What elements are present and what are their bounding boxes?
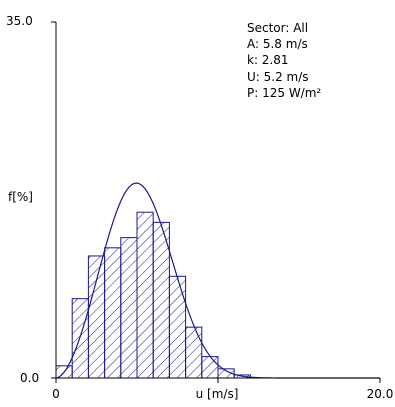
histogram-bar xyxy=(185,326,203,379)
annotation-a: A: 5.8 m/s xyxy=(247,37,308,51)
histogram-bar xyxy=(168,275,187,379)
histogram-bar xyxy=(201,356,219,379)
y-axis-label: f[%] xyxy=(8,190,33,204)
annotation-sector: Sector: All xyxy=(247,21,308,35)
x-tick-label-end: 20.0 xyxy=(367,387,394,401)
histogram-bar xyxy=(71,298,89,379)
histogram-bar xyxy=(120,237,138,379)
x-tick-label-start: 0 xyxy=(52,387,60,401)
histogram-bar xyxy=(136,211,154,379)
axis-ticks xyxy=(51,21,381,383)
histogram-bar xyxy=(152,221,170,379)
annotation-k: k: 2.81 xyxy=(247,53,289,67)
y-tick-label-top: 35.0 xyxy=(6,14,33,28)
annotation-p: P: 125 W/m² xyxy=(247,86,321,100)
x-axis-label: u [m/s] xyxy=(196,387,239,401)
histogram-bar xyxy=(104,247,122,379)
histogram-bar xyxy=(87,255,106,379)
annotation-u: U: 5.2 m/s xyxy=(247,70,309,84)
stats-annotations: Sector: All A: 5.8 m/s k: 2.81 U: 5.2 m/… xyxy=(247,21,321,100)
y-tick-label-bottom: 0.0 xyxy=(20,371,39,385)
histogram-bars xyxy=(55,211,251,379)
